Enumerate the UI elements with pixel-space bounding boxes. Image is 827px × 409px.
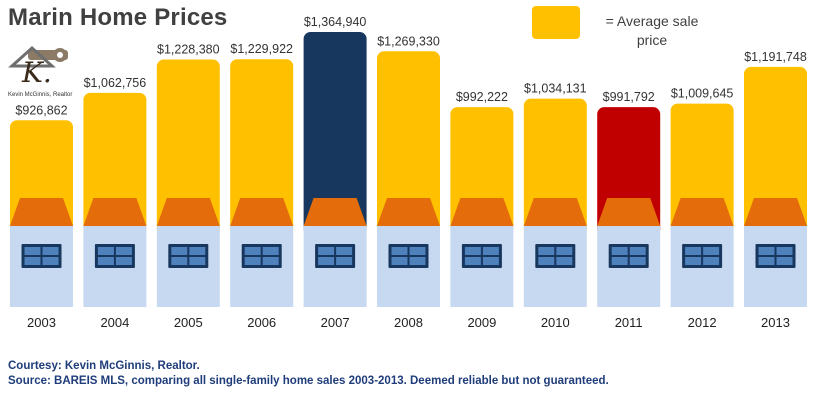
window-pane-2013-1 (776, 247, 793, 255)
window-pane-2003-3 (42, 257, 59, 265)
roof-2008 (377, 198, 440, 226)
legend-label: = Average sale price (605, 13, 699, 48)
year-label-2003: 2003 (27, 315, 56, 330)
window-pane-2006-2 (244, 257, 261, 265)
bar-2008 (377, 51, 440, 236)
year-label-2006: 2006 (247, 315, 276, 330)
window-pane-2004-1 (115, 247, 132, 255)
roof-2007 (303, 198, 367, 226)
value-label-2008: $1,269,330 (377, 34, 440, 48)
year-label-2012: 2012 (688, 315, 717, 330)
window-pane-2003-2 (24, 257, 41, 265)
window-pane-2012-2 (685, 257, 702, 265)
window-pane-2009-3 (482, 257, 499, 265)
value-label-2004: $1,062,756 (84, 76, 147, 90)
window-pane-2010-3 (556, 257, 573, 265)
window-pane-2012-3 (703, 257, 720, 265)
value-label-2003: $926,862 (15, 103, 67, 117)
year-label-2013: 2013 (761, 315, 790, 330)
logo-caption: Kevin McGinnis, Realtor (8, 92, 73, 98)
window-pane-2005-2 (171, 257, 188, 265)
year-label-2010: 2010 (541, 315, 570, 330)
bar-chart: $926,862 2003 $1,062,756 2004 $1,228,380 2005… (10, 15, 807, 330)
year-label-2007: 2007 (321, 315, 350, 330)
value-label-2009: $992,222 (456, 90, 508, 104)
bar-2007 (303, 32, 367, 236)
window-pane-2012-0 (685, 247, 702, 255)
window-pane-2007-0 (318, 247, 335, 255)
window-pane-2013-2 (758, 257, 775, 265)
window-pane-2005-0 (171, 247, 188, 255)
bar-2013 (744, 66, 807, 236)
roof-2011 (597, 198, 661, 226)
bar-2005 (156, 59, 220, 236)
year-label-2005: 2005 (174, 315, 203, 330)
roof-2004 (83, 198, 147, 226)
value-label-2011: $991,792 (603, 90, 655, 104)
year-label-2004: 2004 (100, 315, 129, 330)
window-pane-2003-0 (24, 247, 41, 255)
window-pane-2008-3 (409, 257, 426, 265)
roof-2012 (670, 198, 734, 226)
window-pane-2005-1 (189, 247, 206, 255)
window-pane-2005-3 (189, 257, 206, 265)
roof-2009 (450, 198, 514, 226)
chart-footer: Courtesy: Kevin McGinnis, Realtor. Sourc… (8, 359, 609, 389)
roof-2013 (744, 198, 807, 226)
window-pane-2013-3 (776, 257, 793, 265)
value-label-2007: $1,364,940 (304, 15, 367, 29)
window-pane-2010-1 (556, 247, 573, 255)
window-pane-2004-2 (97, 257, 114, 265)
window-pane-2010-2 (538, 257, 555, 265)
window-pane-2006-3 (262, 257, 279, 265)
window-pane-2011-2 (611, 257, 628, 265)
bar-2006 (230, 59, 294, 237)
value-label-2005: $1,228,380 (157, 43, 220, 57)
roof-2006 (230, 198, 294, 226)
roof-2005 (156, 198, 220, 226)
window-pane-2011-3 (629, 257, 646, 265)
window-pane-2008-2 (391, 257, 408, 265)
window-pane-2009-1 (482, 247, 499, 255)
value-label-2006: $1,229,922 (230, 42, 293, 56)
window-pane-2012-1 (703, 247, 720, 255)
legend-swatch (532, 6, 580, 39)
window-pane-2011-1 (629, 247, 646, 255)
logo-monogram: K. (21, 56, 52, 89)
chart-title: Marin Home Prices (8, 4, 228, 31)
window-pane-2013-0 (758, 247, 775, 255)
window-pane-2004-0 (97, 247, 114, 255)
window-pane-2010-0 (538, 247, 555, 255)
window-pane-2007-2 (318, 257, 335, 265)
value-label-2012: $1,009,645 (671, 87, 734, 101)
window-pane-2006-1 (262, 247, 279, 255)
window-pane-2009-2 (464, 257, 481, 265)
roof-2003 (10, 198, 73, 226)
source-note: Source: BAREIS MLS, comparing all single… (8, 375, 609, 387)
house-key-monogram-icon: K. (8, 45, 68, 89)
realtor-logo: K. Kevin McGinnis, Realtor (8, 38, 72, 100)
roof-2010 (523, 198, 587, 226)
year-label-2008: 2008 (394, 315, 423, 330)
window-pane-2008-0 (391, 247, 408, 255)
window-pane-2009-0 (464, 247, 481, 255)
courtesy-note: Courtesy: Kevin McGinnis, Realtor. (8, 360, 200, 372)
window-pane-2006-0 (244, 247, 261, 255)
year-label-2009: 2009 (467, 315, 496, 330)
value-label-2010: $1,034,131 (524, 82, 587, 96)
value-label-2013: $1,191,748 (744, 50, 807, 64)
year-label-2011: 2011 (615, 315, 643, 330)
window-pane-2004-3 (115, 257, 132, 265)
window-pane-2007-1 (336, 247, 353, 255)
window-pane-2003-1 (42, 247, 59, 255)
window-pane-2007-3 (336, 257, 353, 265)
window-pane-2008-1 (409, 247, 426, 255)
window-pane-2011-0 (611, 247, 628, 255)
